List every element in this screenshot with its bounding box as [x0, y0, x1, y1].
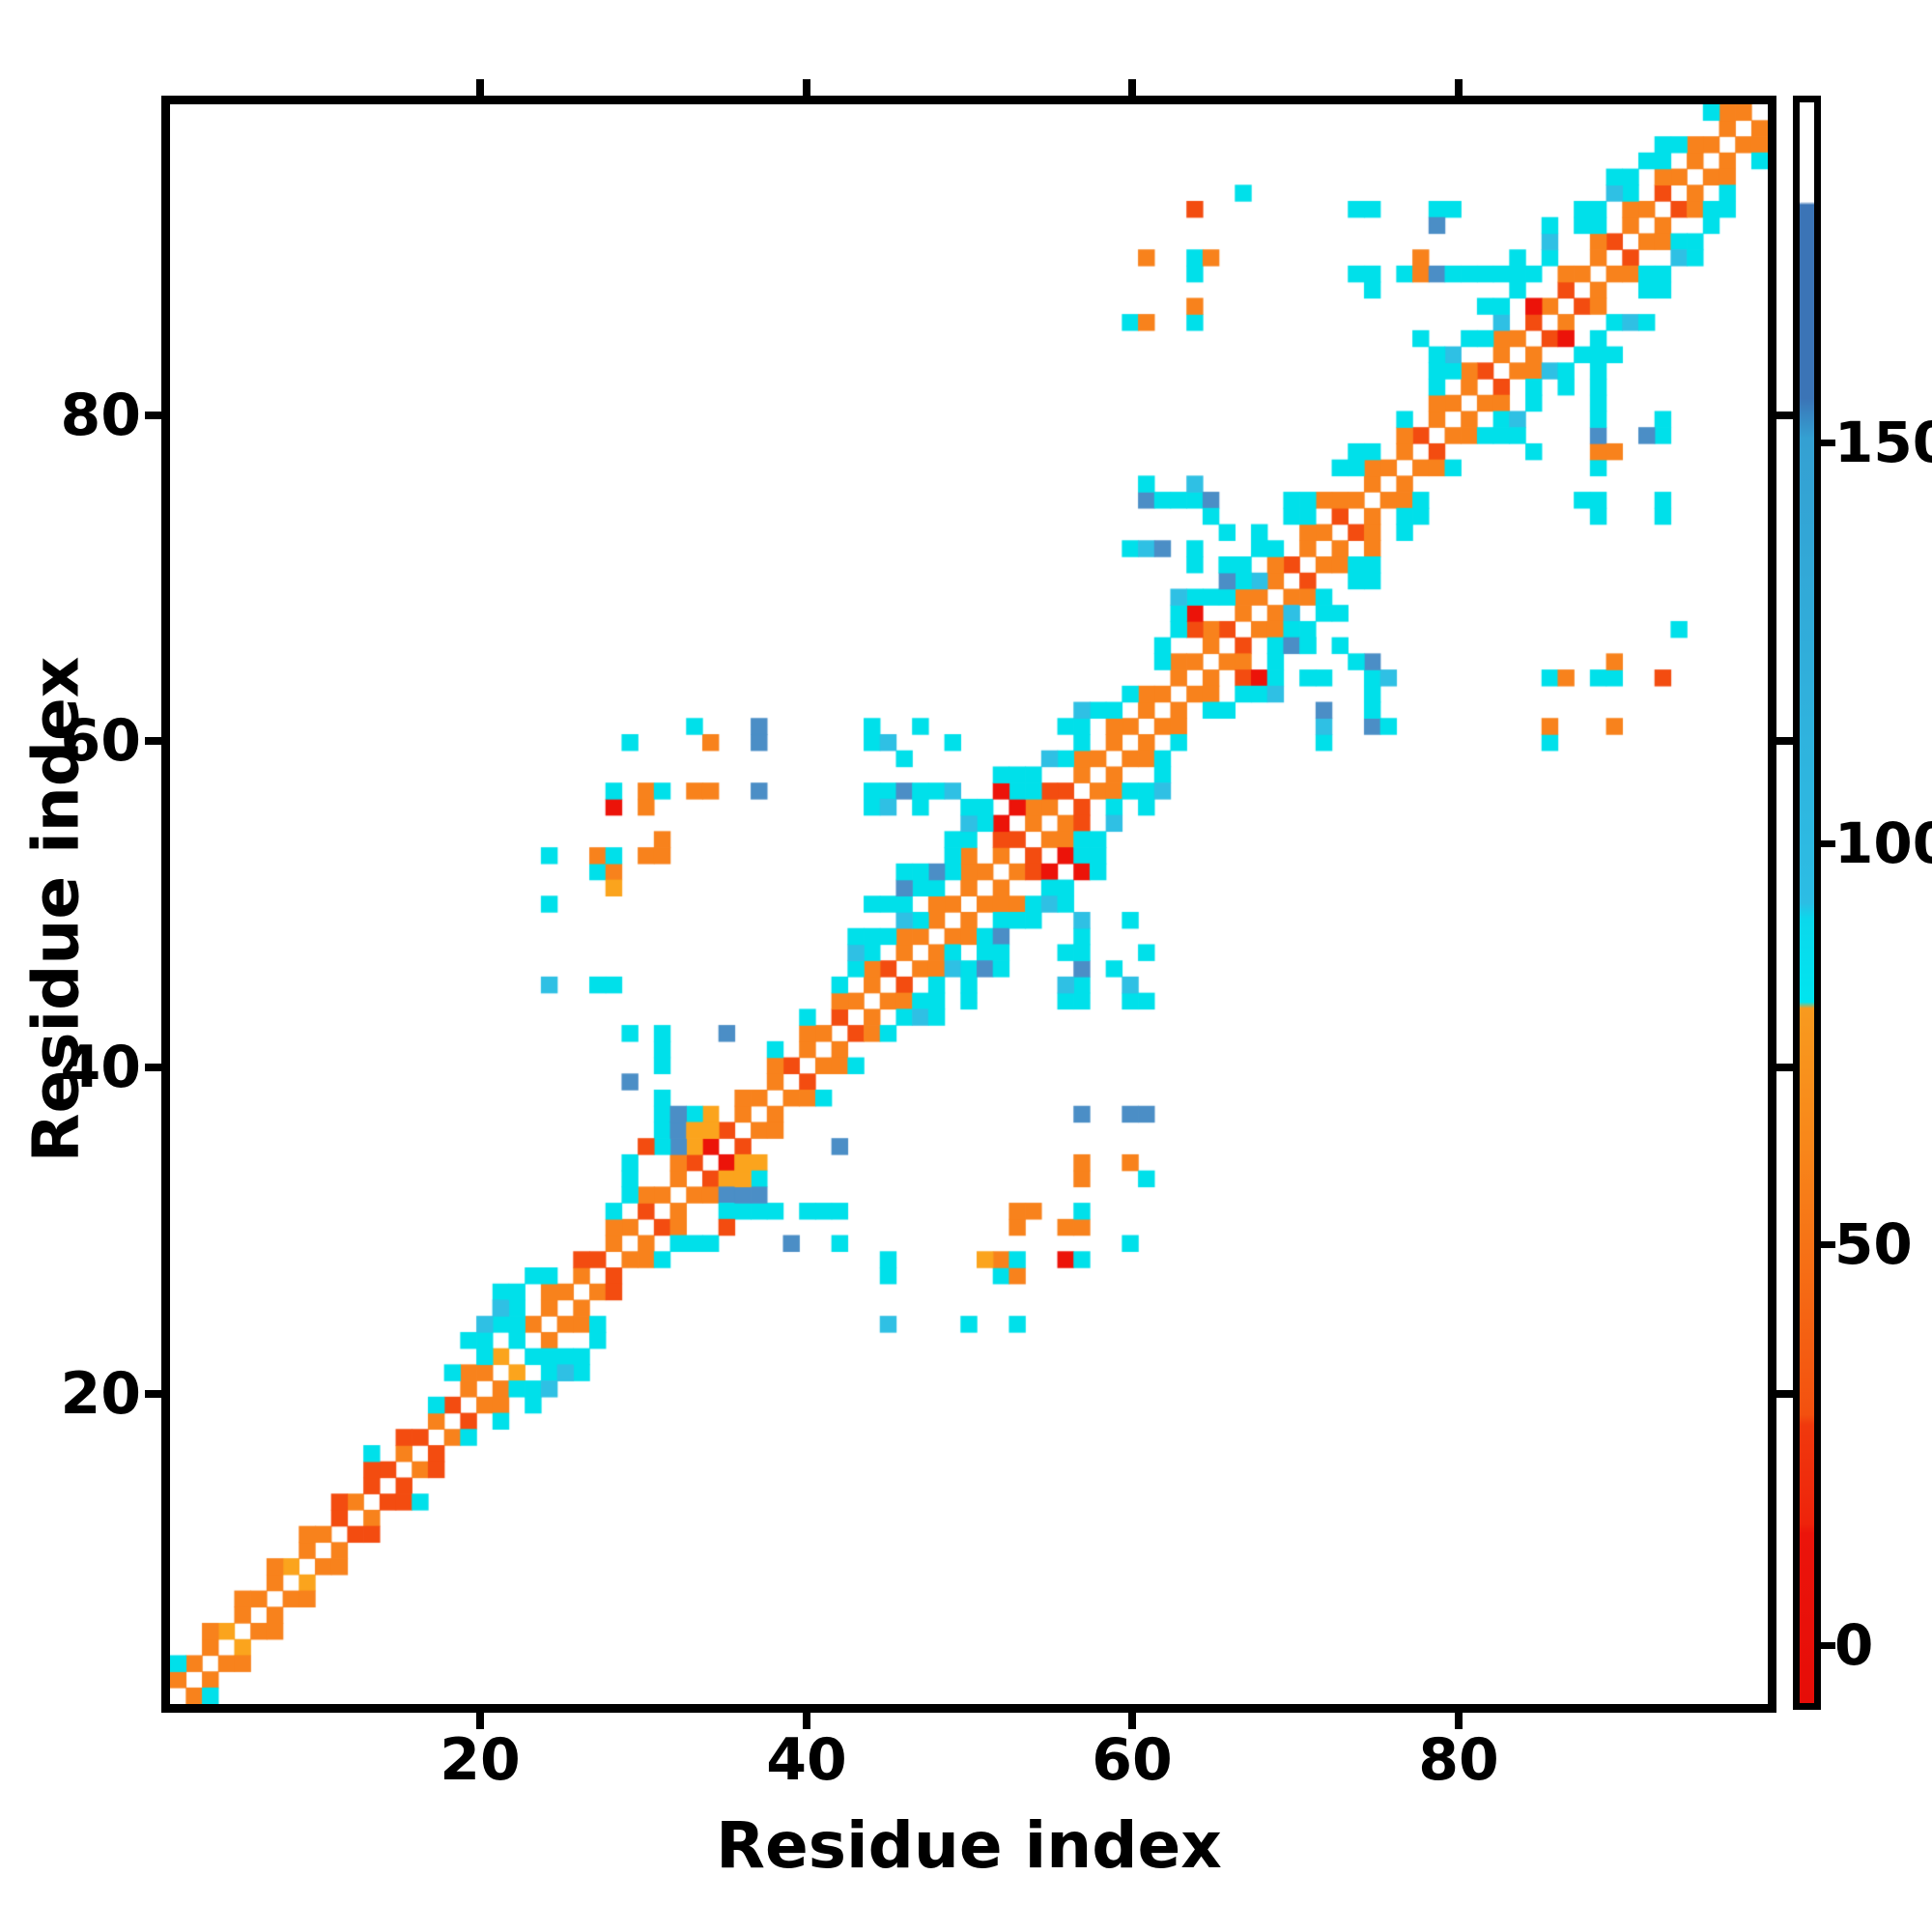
y-axis-title: Residue index — [18, 656, 94, 1163]
y-axis-tick — [145, 1064, 161, 1071]
colorbar-tick-label: 100 — [1834, 810, 1932, 876]
y-tick-label: 80 — [60, 382, 142, 449]
y-axis-tick — [145, 1390, 161, 1398]
x-tick-label: 20 — [440, 1726, 521, 1794]
colorbar-tick-label: 150 — [1834, 410, 1932, 475]
x-axis-tick — [476, 1713, 484, 1729]
x-axis-tick — [1128, 1713, 1136, 1729]
y-axis-tick-right — [1776, 737, 1793, 745]
y-axis-tick — [145, 737, 161, 745]
x-tick-label: 80 — [1418, 1726, 1499, 1794]
y-axis-tick — [145, 412, 161, 419]
colorbar-tick-label: 50 — [1834, 1211, 1913, 1277]
x-tick-label: 40 — [766, 1726, 847, 1794]
x-axis-tick-top — [476, 79, 484, 96]
y-tick-label: 40 — [60, 1034, 142, 1101]
colorbar-tick — [1821, 840, 1835, 847]
x-axis-tick — [1455, 1713, 1463, 1729]
colorbar-gradient — [1800, 102, 1814, 1703]
x-axis-tick-top — [1128, 79, 1136, 96]
x-axis-tick-top — [803, 79, 810, 96]
y-axis-tick-right — [1776, 412, 1793, 419]
y-tick-label: 60 — [60, 707, 142, 775]
colorbar — [1793, 96, 1821, 1710]
colorbar-tick — [1821, 440, 1835, 446]
plot-area — [161, 96, 1776, 1713]
heatmap-canvas — [170, 104, 1768, 1704]
y-tick-label: 20 — [60, 1360, 142, 1428]
x-tick-label: 60 — [1092, 1726, 1173, 1794]
colorbar-tick — [1821, 1241, 1835, 1248]
colorbar-tick — [1821, 1642, 1835, 1649]
y-axis-tick-right — [1776, 1390, 1793, 1398]
y-axis-tick-right — [1776, 1064, 1793, 1071]
x-axis-tick-top — [1455, 79, 1463, 96]
x-axis-title: Residue index — [716, 1808, 1222, 1883]
colorbar-tick-label: 0 — [1834, 1612, 1874, 1678]
x-axis-tick — [803, 1713, 810, 1729]
